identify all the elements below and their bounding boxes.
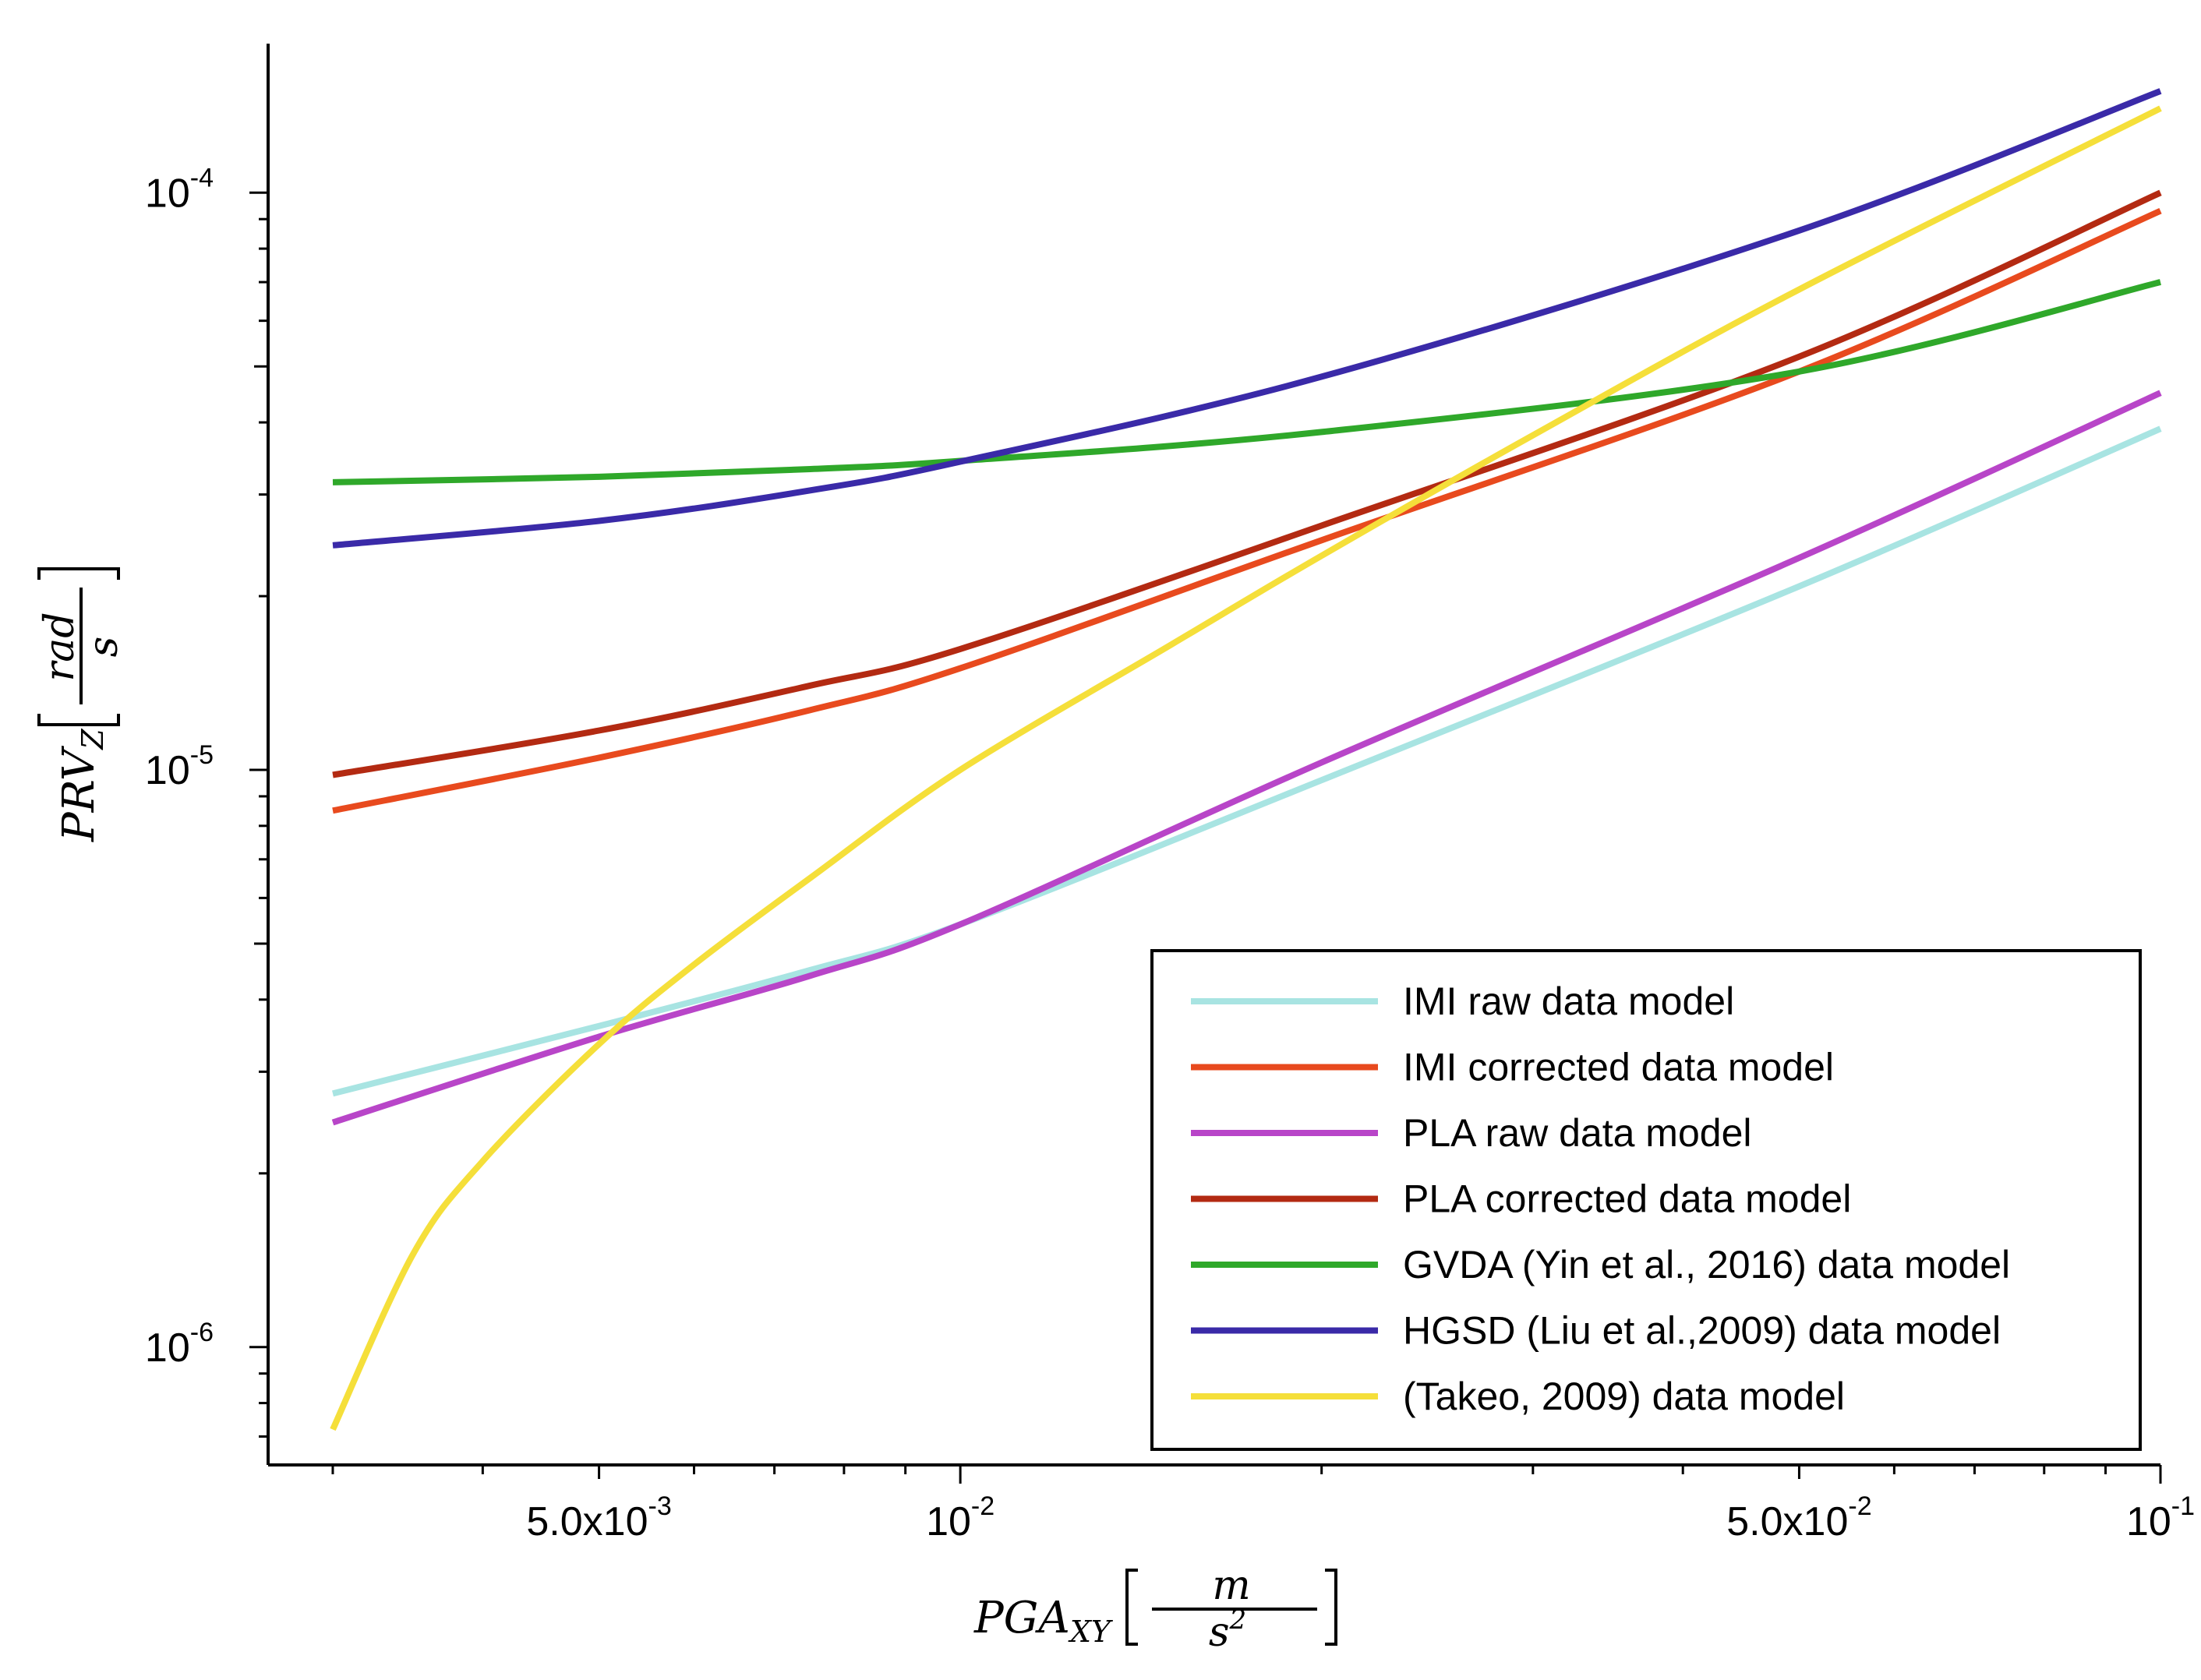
y-axis-title-sub: Z <box>76 729 110 750</box>
series-line-pla-corrected-data-model <box>332 189 2162 778</box>
y-tick-label: 10-4 <box>145 163 214 216</box>
y-tick-label-exp: -4 <box>190 163 214 192</box>
x-axis-title-main: PGA <box>973 1593 1070 1643</box>
svg-text:s2: s2 <box>1209 1604 1246 1656</box>
ticks-layer: 5.0x10-3 10-2 5.0x10-2 10-110-610-510-4 <box>145 163 2195 1544</box>
x-tick-label-base: 5.0x10 <box>1726 1499 1848 1544</box>
series-line-gvda-yin-et-al-2016-data-model <box>332 279 2161 485</box>
svg-text:PRVZ: PRVZ <box>54 729 110 842</box>
x-axis-title: PGAXY m s2 <box>973 1562 1337 1656</box>
series-line-hgsd-liu-et-al-2009-data-model <box>332 88 2162 549</box>
legend-label-hgsd-liu-et-al-2009-data-model: HGSD (Liu et al.,2009) data model <box>1403 1309 2001 1353</box>
legend-label-takeo-2009-data-model: (Takeo, 2009) data model <box>1403 1375 1845 1418</box>
x-unit-denominator: s <box>1209 1609 1230 1656</box>
x-tick-label-exp: -1 <box>2171 1491 2195 1521</box>
y-tick-label: 10-5 <box>145 740 214 793</box>
y-unit-left-bracket <box>37 714 120 726</box>
series-line-imi-raw-data-model <box>332 425 2162 1097</box>
x-tick-label: 10-2 <box>926 1491 995 1544</box>
svg-text:PGAXY: PGAXY <box>973 1593 1114 1649</box>
legend-label-pla-raw-data-model: PLA raw data model <box>1403 1111 1752 1155</box>
y-unit-right-bracket <box>37 567 120 580</box>
x-tick-label-exp: -2 <box>1848 1491 1871 1521</box>
legend: IMI raw data model IMI corrected data mod… <box>1150 949 2142 1451</box>
series-line-takeo-2009-data-model <box>330 105 2162 1431</box>
x-tick-label: 5.0x10-3 <box>526 1491 671 1544</box>
y-unit-denominator: s <box>80 637 127 658</box>
x-tick-label: 5.0x10-2 <box>1726 1491 1871 1544</box>
y-tick-label-base: 10 <box>145 748 190 793</box>
legend-label-imi-corrected-data-model: IMI corrected data model <box>1403 1046 1834 1089</box>
axes <box>267 44 2160 1466</box>
x-tick-label-base: 5.0x10 <box>526 1499 648 1544</box>
legend-label-pla-corrected-data-model: PLA corrected data model <box>1403 1177 1851 1221</box>
x-axis-title-sub: XY <box>1068 1615 1114 1649</box>
x-unit-left-bracket <box>1125 1569 1138 1646</box>
x-tick-label-base: 10 <box>2126 1499 2171 1544</box>
series-layer <box>330 88 2162 1431</box>
series-line-imi-corrected-data-model <box>332 207 2162 814</box>
y-tick-label-base: 10 <box>145 171 190 216</box>
legend-label-gvda-yin-et-al-2016-data-model: GVDA (Yin et al., 2016) data model <box>1403 1243 2010 1286</box>
legend-label-imi-raw-data-model: IMI raw data model <box>1403 979 1734 1023</box>
x-unit-numerator: m <box>1212 1562 1250 1609</box>
x-unit-right-bracket <box>1325 1569 1337 1646</box>
x-tick-label-base: 10 <box>926 1499 971 1544</box>
x-tick-label-exp: -3 <box>648 1491 672 1521</box>
y-axis-title: PRVZ rad s <box>37 567 127 842</box>
y-tick-label-base: 10 <box>145 1325 190 1371</box>
y-tick-label-exp: -6 <box>190 1318 214 1347</box>
x-tick-label-exp: -2 <box>971 1491 995 1521</box>
x-unit-denominator-exp: 2 <box>1229 1604 1247 1636</box>
y-unit-numerator: rad <box>37 612 83 681</box>
y-axis-title-main: PRV <box>54 745 104 842</box>
y-tick-label-exp: -5 <box>190 740 214 770</box>
x-tick-label: 10-1 <box>2126 1491 2195 1544</box>
y-tick-label: 10-6 <box>145 1318 214 1371</box>
